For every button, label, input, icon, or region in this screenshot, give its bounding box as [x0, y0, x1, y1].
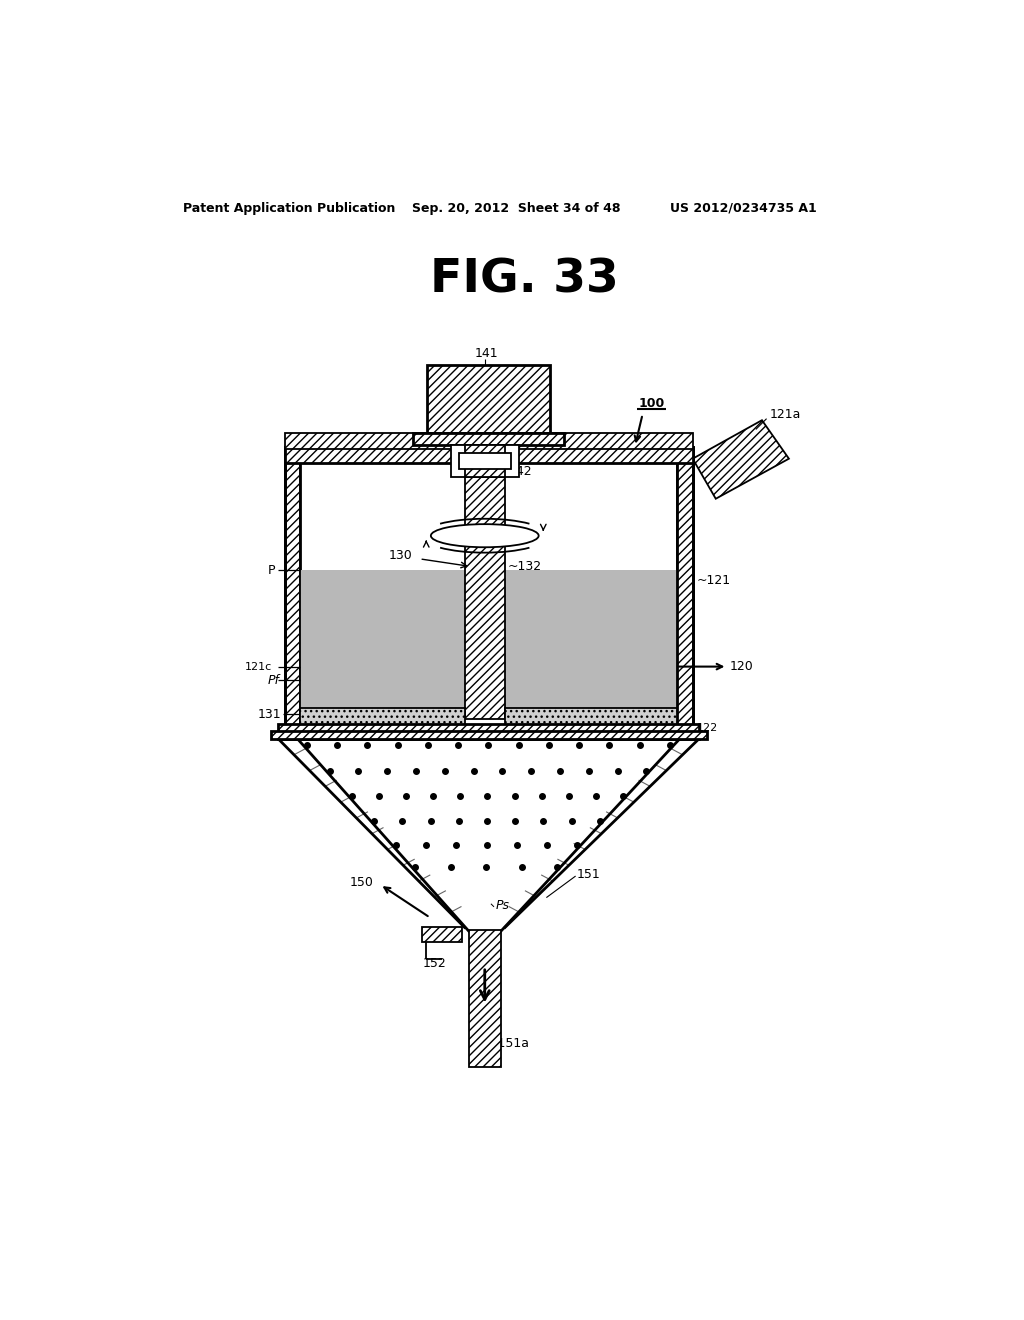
Bar — [677, 447, 692, 734]
Text: 122: 122 — [696, 723, 718, 733]
Text: 151: 151 — [578, 869, 601, 880]
Text: FIG. 33: FIG. 33 — [430, 257, 620, 302]
Bar — [505, 433, 692, 449]
Text: 152: 152 — [422, 957, 446, 970]
Bar — [465, 445, 505, 478]
Bar — [413, 433, 564, 445]
Bar — [422, 927, 463, 942]
Text: 120: 120 — [730, 660, 754, 673]
Polygon shape — [692, 420, 788, 499]
Text: P: P — [267, 564, 275, 577]
Text: 100: 100 — [639, 397, 665, 409]
Bar — [279, 723, 698, 733]
Text: Patent Application Publication: Patent Application Publication — [183, 202, 395, 215]
Bar — [505, 708, 677, 723]
Bar — [300, 570, 465, 708]
Text: ~151a: ~151a — [487, 1038, 529, 1051]
Bar — [285, 447, 692, 462]
Bar — [285, 433, 465, 449]
Text: 121c: 121c — [245, 661, 271, 672]
Bar — [459, 453, 511, 470]
Text: ~132: ~132 — [508, 560, 542, 573]
Text: 131: 131 — [258, 708, 282, 721]
Text: Ps: Ps — [496, 899, 510, 912]
Text: 141: 141 — [474, 347, 498, 360]
Text: US 2012/0234735 A1: US 2012/0234735 A1 — [670, 202, 816, 215]
Text: 142: 142 — [509, 465, 532, 478]
Bar — [465, 478, 505, 719]
Bar — [285, 447, 300, 734]
Bar — [427, 364, 550, 433]
Text: Pf: Pf — [267, 675, 280, 686]
Bar — [270, 731, 707, 739]
Bar — [451, 445, 518, 478]
Text: ~121: ~121 — [696, 574, 731, 587]
Text: Sep. 20, 2012  Sheet 34 of 48: Sep. 20, 2012 Sheet 34 of 48 — [412, 202, 621, 215]
Bar — [300, 708, 465, 723]
Text: 121a: 121a — [770, 408, 801, 421]
Text: 130: 130 — [388, 549, 413, 562]
Bar — [279, 733, 698, 739]
Text: 150: 150 — [349, 875, 373, 888]
Ellipse shape — [431, 524, 539, 548]
Bar — [300, 570, 465, 708]
Bar — [505, 570, 677, 708]
Bar — [469, 929, 501, 1067]
Bar — [300, 462, 677, 719]
